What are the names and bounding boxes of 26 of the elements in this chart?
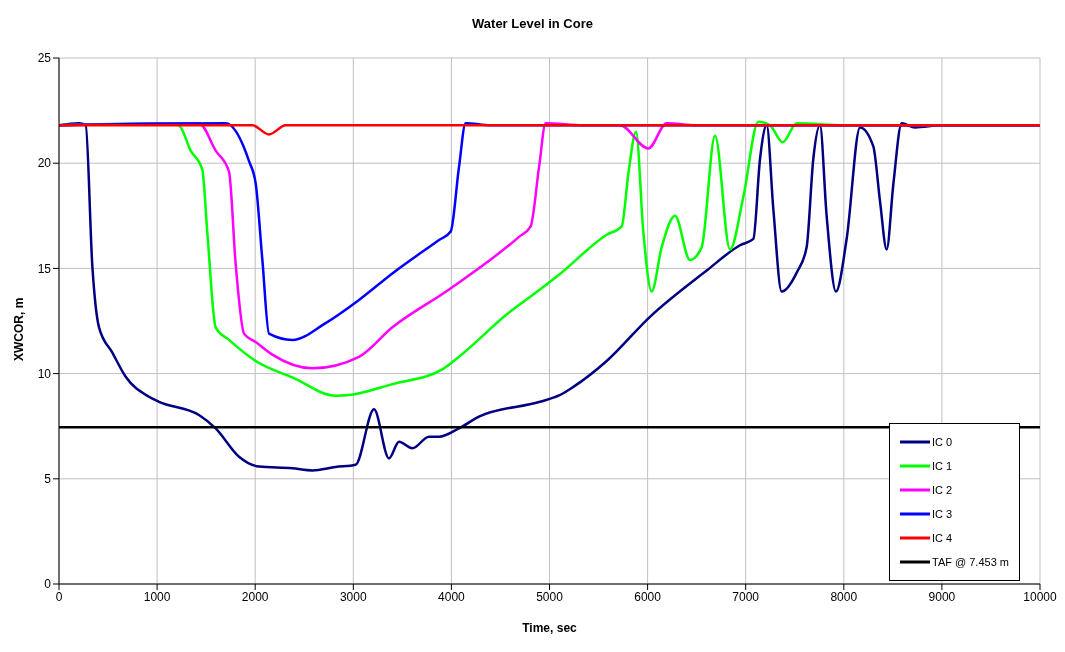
x-tick-label: 5000 — [536, 589, 564, 604]
y-tick-label: 5 — [44, 472, 52, 487]
legend-label: IC 2 — [932, 484, 953, 496]
legend-label: IC 4 — [932, 532, 953, 544]
x-tick-label: 6000 — [634, 589, 662, 604]
legend-label: IC 1 — [932, 460, 953, 472]
y-tick-label: 10 — [37, 366, 52, 381]
x-tick-label: 1000 — [143, 589, 171, 604]
x-tick-label: 7000 — [732, 589, 760, 604]
x-tick-label: 4000 — [438, 589, 466, 604]
y-tick-label: 15 — [37, 261, 52, 276]
legend-label: IC 0 — [932, 436, 953, 448]
x-tick-label: 10000 — [1023, 589, 1058, 604]
chart-title: Water Level in Core — [471, 16, 594, 31]
x-tick-label: 3000 — [339, 589, 367, 604]
legend-label: IC 3 — [932, 508, 953, 520]
y-axis-title: XWCOR, m — [12, 297, 27, 361]
x-tick-label: 8000 — [830, 589, 858, 604]
y-tick-label: 0 — [44, 577, 52, 592]
y-tick-label: 20 — [37, 156, 52, 171]
x-axis-title: Time, sec — [522, 621, 578, 635]
x-tick-label: 9000 — [928, 589, 956, 604]
y-tick-label: 25 — [37, 51, 52, 66]
x-tick-label: 0 — [55, 589, 63, 604]
legend-label: TAF @ 7.453 m — [932, 556, 1009, 568]
x-tick-label: 2000 — [241, 589, 269, 604]
